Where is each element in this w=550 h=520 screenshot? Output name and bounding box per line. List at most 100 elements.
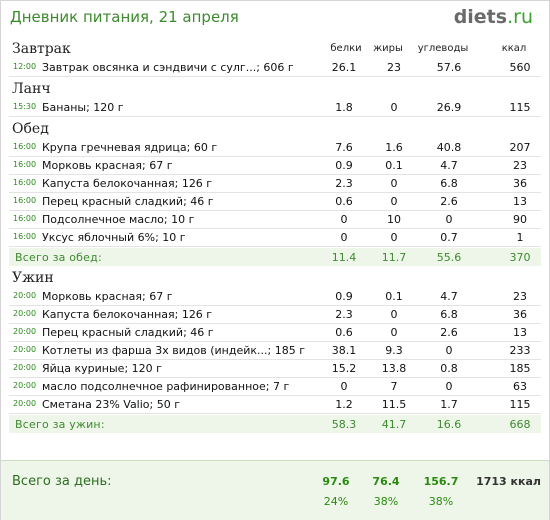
meal-total-row: Всего за ужин: 58.3 41.7 16.6 668 <box>9 415 541 433</box>
food-time: 20:00 <box>13 327 37 336</box>
logo-main: diets <box>453 6 508 28</box>
food-time: 12:00 <box>13 62 37 71</box>
food-protein: 0 <box>340 231 348 244</box>
food-time: 20:00 <box>13 291 37 300</box>
column-header-protein: белки <box>330 43 362 54</box>
food-row[interactable]: 20:00 Морковь красная; 67 г 0.9 0.1 4.7 23 <box>9 288 541 306</box>
food-name[interactable]: Морковь красная; 67 г <box>42 159 173 172</box>
header: Дневник питания, 21 апреля diets.ru <box>1 1 549 37</box>
food-name[interactable]: Сметана 23% Valio; 50 г <box>42 398 180 411</box>
meal-total-fat: 41.7 <box>381 418 407 431</box>
food-carbs: 26.9 <box>436 101 462 114</box>
food-name[interactable]: Перец красный сладкий; 46 г <box>42 326 214 339</box>
meals-table: Завтрак белки жиры углеводы ккал 12:00 Завтрак… <box>1 39 549 433</box>
food-row[interactable]: 16:00 Перец красный сладкий; 46 г 0.6 0 2.6 1… <box>9 193 541 211</box>
food-row[interactable]: 16:00 Крупа гречневая ядрица; 60 г 7.6 1.6 4… <box>9 139 541 157</box>
food-time: 20:00 <box>13 399 37 408</box>
food-name[interactable]: Перец красный сладкий; 46 г <box>42 195 214 208</box>
food-row[interactable]: 20:00 Сметана 23% Valio; 50 г 1.2 11.5 1.7 11… <box>9 396 541 414</box>
column-header-fat: жиры <box>373 43 403 54</box>
food-fat: 1.6 <box>385 141 403 154</box>
food-name[interactable]: Капуста белокочанная; 126 г <box>42 177 213 190</box>
food-time: 16:00 <box>13 196 37 205</box>
food-protein: 7.6 <box>335 141 353 154</box>
meal-name: Обед <box>12 121 49 137</box>
food-protein: 0.9 <box>335 159 353 172</box>
meal-section-header: Обед <box>1 119 549 139</box>
food-row[interactable]: 20:00 Котлеты из фарша 3х видов (индейк..… <box>9 342 541 360</box>
food-name[interactable]: Бананы; 120 г <box>42 101 124 114</box>
food-row[interactable]: 16:00 Уксус яблочный 6%; 10 г 0 0 0.7 1 <box>9 229 541 247</box>
food-protein: 2.3 <box>335 177 353 190</box>
food-row[interactable]: 20:00 масло подсолнечное рафинированное; … <box>9 378 541 396</box>
food-kcal: 36 <box>513 308 527 321</box>
food-row[interactable]: 16:00 Морковь красная; 67 г 0.9 0.1 4.7 23 <box>9 157 541 175</box>
food-carbs: 0 <box>445 380 453 393</box>
meal-name: Завтрак <box>12 41 71 57</box>
food-fat: 0 <box>390 177 398 190</box>
meal-name: Ужин <box>12 270 54 286</box>
food-carbs: 0.7 <box>440 231 458 244</box>
food-row[interactable]: 20:00 Перец красный сладкий; 46 г 0.6 0 2.6 1… <box>9 324 541 342</box>
meal-total-label: Всего за ужин: <box>15 418 105 431</box>
food-fat: 0 <box>390 101 398 114</box>
meal-section-header: Ужин <box>1 268 549 288</box>
food-row[interactable]: 15:30 Бананы; 120 г 1.8 0 26.9 115 <box>9 99 541 117</box>
food-name[interactable]: Яйца куриные; 120 г <box>42 362 162 375</box>
food-row[interactable]: 20:00 Яйца куриные; 120 г 15.2 13.8 0.8 185 <box>9 360 541 378</box>
food-kcal: 13 <box>513 195 527 208</box>
meal-total-kcal: 668 <box>509 418 531 431</box>
food-fat: 0.1 <box>385 290 403 303</box>
food-name[interactable]: Крупа гречневая ядрица; 60 г <box>42 141 218 154</box>
food-fat: 0 <box>390 326 398 339</box>
food-row[interactable]: 12:00 Завтрак овсянка и сэндвичи с сулг..… <box>9 59 541 77</box>
meal-total-protein: 58.3 <box>331 418 357 431</box>
food-time: 20:00 <box>13 363 37 372</box>
food-time: 16:00 <box>13 232 37 241</box>
day-protein-pct: 24% <box>323 495 349 508</box>
food-name[interactable]: Морковь красная; 67 г <box>42 290 173 303</box>
food-time: 15:30 <box>13 102 37 111</box>
food-fat: 7 <box>390 380 398 393</box>
food-name[interactable]: Котлеты из фарша 3х видов (индейк...; 18… <box>42 344 305 357</box>
food-name[interactable]: Капуста белокочанная; 126 г <box>42 308 213 321</box>
food-name[interactable]: масло подсолнечное рафинированное; 7 г <box>42 380 290 393</box>
food-name[interactable]: Завтрак овсянка и сэндвичи с сулг...; 60… <box>42 61 294 74</box>
day-protein: 97.6 <box>322 475 350 488</box>
meal-total-protein: 11.4 <box>331 251 357 264</box>
food-carbs: 6.8 <box>440 308 458 321</box>
meal-name: Ланч <box>12 81 51 97</box>
food-fat: 0 <box>390 195 398 208</box>
meal-total-carbs: 55.6 <box>436 251 462 264</box>
food-protein: 0.9 <box>335 290 353 303</box>
site-logo[interactable]: diets.ru <box>454 6 533 28</box>
meal-section-header: Ланч <box>1 79 549 99</box>
food-name[interactable]: Уксус яблочный 6%; 10 г <box>42 231 186 244</box>
food-carbs: 57.6 <box>436 61 462 74</box>
food-carbs: 0 <box>445 344 453 357</box>
food-carbs: 0.8 <box>440 362 458 375</box>
food-protein: 38.1 <box>331 344 357 357</box>
food-kcal: 13 <box>513 326 527 339</box>
food-carbs: 40.8 <box>436 141 462 154</box>
food-protein: 0 <box>340 380 348 393</box>
food-kcal: 560 <box>509 61 531 74</box>
food-row[interactable]: 16:00 Капуста белокочанная; 126 г 2.3 0 6.8 3… <box>9 175 541 193</box>
food-protein: 15.2 <box>331 362 357 375</box>
food-name[interactable]: Подсолнечное масло; 10 г <box>42 213 195 226</box>
food-protein: 0.6 <box>335 326 353 339</box>
food-time: 20:00 <box>13 381 37 390</box>
food-row[interactable]: 20:00 Капуста белокочанная; 126 г 2.3 0 6.8 3… <box>9 306 541 324</box>
day-total-label: Всего за день: <box>12 474 112 489</box>
day-carbs: 156.7 <box>423 475 459 488</box>
food-kcal: 115 <box>509 398 531 411</box>
food-row[interactable]: 16:00 Подсолнечное масло; 10 г 0 10 0 90 <box>9 211 541 229</box>
food-time: 16:00 <box>13 214 37 223</box>
food-carbs: 4.7 <box>440 290 458 303</box>
food-kcal: 36 <box>513 177 527 190</box>
food-time: 16:00 <box>13 160 37 169</box>
column-header-kcal: ккал <box>501 43 527 54</box>
food-fat: 10 <box>387 213 401 226</box>
food-carbs: 4.7 <box>440 159 458 172</box>
